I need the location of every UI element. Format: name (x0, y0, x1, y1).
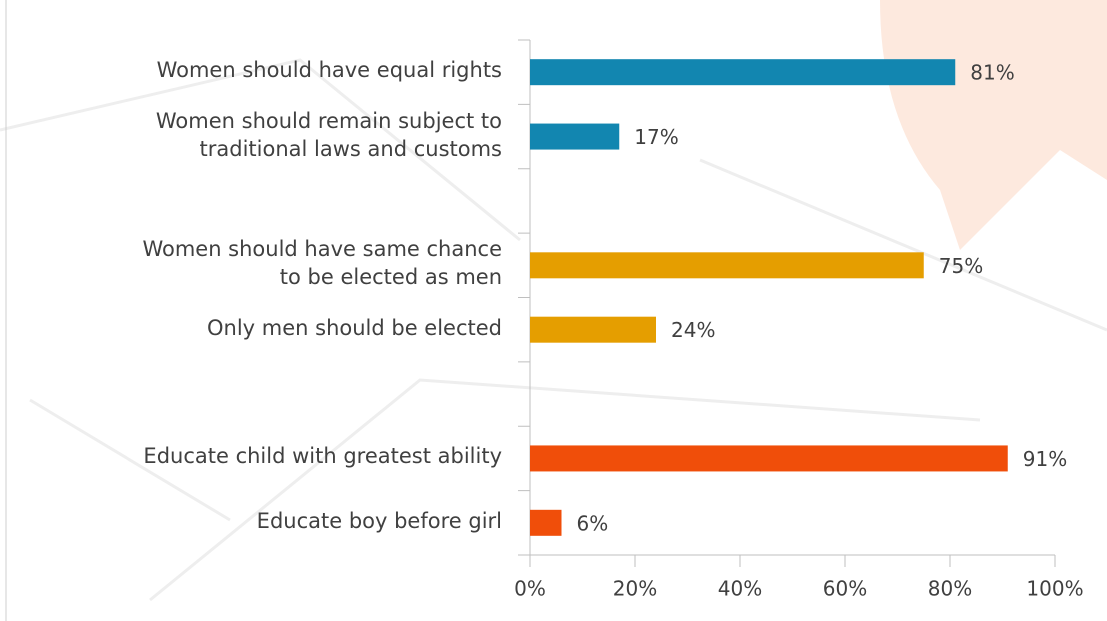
category-label: Educate child with greatest ability (143, 444, 502, 469)
category-label: Women should have same chance to be elec… (142, 237, 502, 290)
x-tick-label: 0% (514, 577, 546, 601)
x-tick-label: 40% (718, 577, 762, 601)
bar (530, 252, 924, 279)
category-label: Educate boy before girl (256, 508, 502, 533)
bar (530, 59, 956, 86)
value-label: 91% (1023, 447, 1067, 471)
value-label: 24% (671, 318, 715, 342)
x-tick-label: 80% (928, 577, 972, 601)
value-label: 75% (939, 254, 983, 278)
category-label: Women should have equal rights (156, 58, 502, 83)
value-label: 81% (970, 61, 1014, 85)
value-label: 17% (634, 125, 678, 149)
bar (530, 316, 656, 343)
value-label: 6% (577, 511, 609, 535)
bar (530, 445, 1008, 472)
x-tick-label: 20% (613, 577, 657, 601)
category-label: Only men should be elected (206, 315, 502, 340)
x-tick-label: 60% (823, 577, 867, 601)
bar (530, 509, 562, 536)
x-tick-label: 100% (1026, 577, 1083, 601)
bar (530, 123, 620, 150)
category-label: Women should remain subject to tradition… (155, 108, 502, 161)
